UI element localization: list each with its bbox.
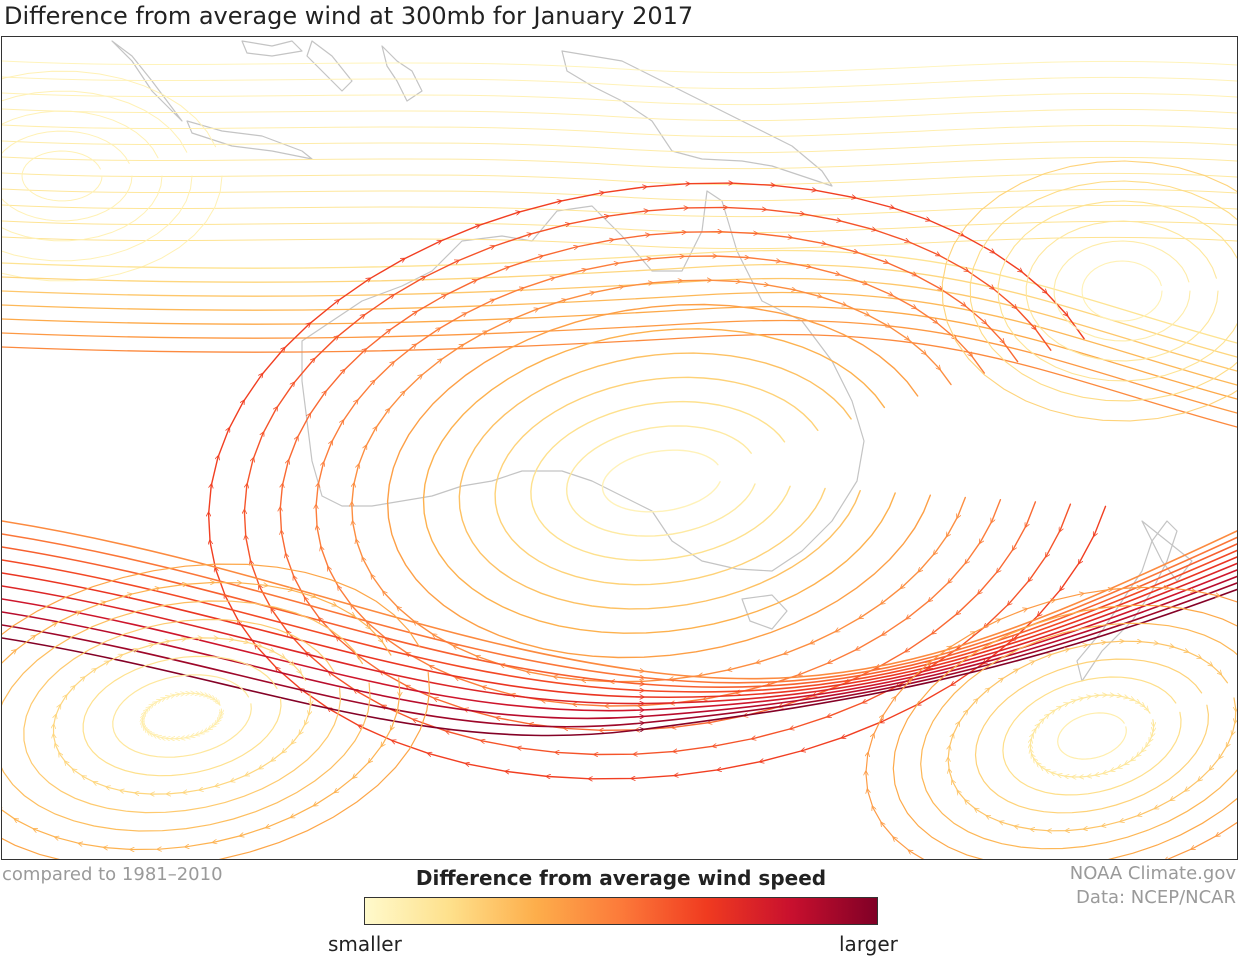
streamline-gyre-ne-upper (1025, 220, 1219, 362)
landmass-outline (111, 40, 183, 122)
streamline-gyre-ne (948, 641, 1236, 831)
streamline-gyre-ne (866, 587, 1237, 859)
streamline-gyre-sw (2, 563, 431, 859)
streamline-central-gyre (422, 328, 896, 634)
streamline-gyre-sw (143, 693, 222, 738)
streamline-gyre-nw (21, 150, 103, 202)
streamline-background (2, 124, 1237, 138)
streamline-gyre-ne (1030, 695, 1153, 777)
streamline-gyre-nw (2, 110, 163, 242)
credit-data: Data: NCEP/NCAR (1076, 887, 1236, 908)
landmass-outline (241, 40, 303, 57)
streamline-gyre-ne-upper (941, 160, 1237, 422)
landmass-outline (561, 50, 833, 187)
landmass-outline (306, 40, 353, 92)
map-title: Difference from average wind at 300mb fo… (4, 2, 694, 30)
streamline-central-gyre (494, 376, 826, 586)
streamline-gyre-ne-upper (1081, 260, 1163, 322)
landmass-outline (741, 594, 788, 630)
credit: NOAA Climate.gov Data: NCEP/NCAR (1070, 862, 1236, 910)
streamline-north-band (2, 319, 1237, 414)
streamline-gyre-sw (2, 600, 371, 832)
wind-map-svg (2, 40, 1237, 859)
streamline-background (2, 60, 1237, 74)
streamline-background (2, 172, 1237, 186)
streamline-north-band (2, 333, 1237, 428)
streamline-background (2, 156, 1237, 170)
streamline-gyre-ne (1002, 676, 1182, 796)
streamline-gyre-nw (2, 90, 193, 262)
streamline-background (2, 76, 1237, 90)
streamline-central-gyre (209, 183, 1107, 779)
credit-source: NOAA Climate.gov (1069, 863, 1236, 884)
streamline-gyre-sw (112, 674, 252, 758)
streamline-central-gyre (352, 280, 966, 682)
streamline-gyre-sw (2, 583, 400, 850)
baseline-note: compared to 1981–2010 (2, 864, 223, 885)
streamline-north-band (2, 263, 1237, 358)
legend-min-label: smaller (328, 932, 402, 956)
streamline-gyre-ne-upper (969, 180, 1237, 402)
streamline-background (2, 92, 1237, 106)
streamline-central-gyre (316, 256, 1002, 706)
wind-map (1, 36, 1238, 860)
legend-max-label: larger (839, 932, 898, 956)
streamline-central-gyre (565, 425, 756, 537)
legend-title: Difference from average wind speed (415, 866, 827, 890)
streamline-north-band (2, 249, 1237, 344)
streamline-background (2, 108, 1237, 122)
streamline-gyre-ne (1057, 712, 1127, 760)
streamline-central-gyre (601, 449, 721, 513)
streamline-gyre-ne-upper (997, 200, 1237, 382)
streamline-north-band (2, 277, 1237, 372)
landmass-outline (1141, 520, 1193, 582)
streamline-central-gyre (386, 303, 931, 659)
landmass-outline (381, 45, 423, 102)
streamline-gyre-nw (2, 70, 223, 282)
streamline-gyre-ne-upper (1053, 240, 1191, 342)
streamline-gyre-nw (2, 130, 133, 222)
streamline-background (2, 220, 1237, 234)
landmass-outline (186, 120, 313, 160)
streamline-background (2, 140, 1237, 154)
streamline-central-gyre (530, 400, 791, 562)
streamline-central-gyre (458, 352, 861, 610)
legend-color-bar (364, 897, 878, 925)
streamlines (2, 60, 1237, 859)
streamline-gyre-ne (974, 658, 1210, 814)
